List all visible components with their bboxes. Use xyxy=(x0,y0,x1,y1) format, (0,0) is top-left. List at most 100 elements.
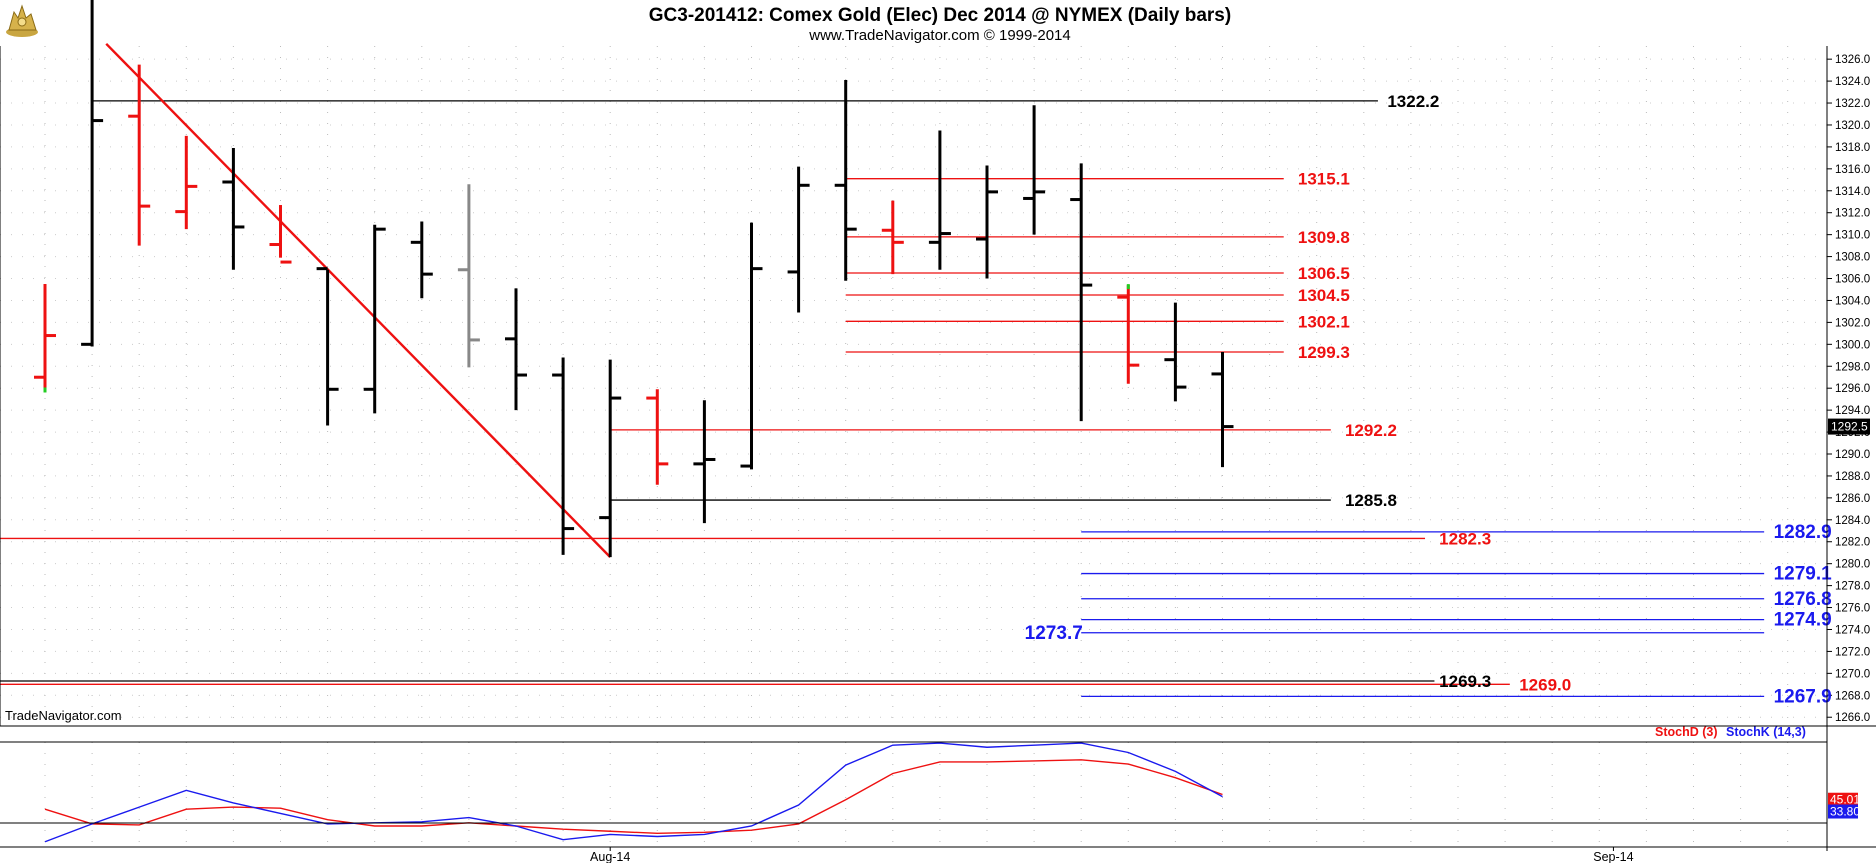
ohlc-bar xyxy=(1117,284,1140,384)
level-label-1309.8: 1309.8 xyxy=(1298,228,1350,247)
trendline-segment xyxy=(105,42,612,558)
y-tick-label: 1284.0 xyxy=(1835,515,1870,527)
legend-StochK (14,3): StochK (14,3) xyxy=(1726,725,1806,739)
trendline xyxy=(105,42,612,558)
level-label-1267.9: 1267.9 xyxy=(1774,686,1832,707)
y-tick-label: 1290.0 xyxy=(1835,449,1870,461)
y-tick-label: 1312.0 xyxy=(1835,208,1870,220)
stoch-d-badge xyxy=(1828,792,1858,807)
level-label-1299.3: 1299.3 xyxy=(1298,343,1350,362)
ohlc-bar xyxy=(222,148,245,270)
level-label-1304.5: 1304.5 xyxy=(1298,286,1350,305)
last-price-badge xyxy=(1828,418,1870,435)
ohlc-bar xyxy=(976,165,998,279)
y-tick-label: 1286.0 xyxy=(1835,493,1870,505)
y-tick-label: 1268.0 xyxy=(1835,690,1870,702)
stoch-k-badge xyxy=(1828,804,1858,819)
y-tick-label: 1302.0 xyxy=(1835,317,1870,329)
level-label-1276.8: 1276.8 xyxy=(1774,589,1832,610)
y-tick-label: 1314.0 xyxy=(1835,186,1870,198)
level-label-1285.8: 1285.8 xyxy=(1345,491,1397,510)
x-tick-label: Aug-14 xyxy=(590,850,630,863)
x-tick-label: Sep-14 xyxy=(1593,850,1633,863)
ohlc-bar xyxy=(1023,105,1046,235)
level-label-1306.5: 1306.5 xyxy=(1298,264,1350,283)
y-tick-label: 1310.0 xyxy=(1835,230,1870,242)
level-label-1292.2: 1292.2 xyxy=(1345,421,1397,440)
y-tick-label: 1288.0 xyxy=(1835,471,1870,483)
ohlc-bar xyxy=(269,205,292,264)
stoch-line-StochD (3) xyxy=(44,759,1223,835)
ohlc-bar xyxy=(128,64,151,246)
price-grid xyxy=(0,46,1827,847)
price-levels xyxy=(0,100,1765,698)
watermark: TradeNavigator.com xyxy=(5,708,122,723)
ohlc-bar xyxy=(928,130,951,270)
y-tick-label: 1296.0 xyxy=(1835,383,1870,395)
y-tick-label: 1270.0 xyxy=(1835,668,1870,680)
level-label-1279.1: 1279.1 xyxy=(1774,564,1833,585)
y-tick-label: 1322.0 xyxy=(1835,98,1870,110)
y-tick-label: 1294.0 xyxy=(1835,405,1870,417)
level-label-1269.3: 1269.3 xyxy=(1439,672,1491,691)
stoch-d-value: 45.01 xyxy=(1830,793,1860,807)
level-labels: 1322.2 1315.1 1309.8 1306.5 1304.5 1302.1 1299… xyxy=(1025,92,1832,708)
legend-StochD (3): StochD (3) xyxy=(1655,725,1718,739)
y-tick-label: 1324.0 xyxy=(1835,76,1870,88)
price-panel: 1326.0 1324.0 1322.0 1320.0 1318.0 1316.0 1314… xyxy=(0,0,1870,847)
y-tick-label: 1316.0 xyxy=(1835,164,1870,176)
stochastic-lines xyxy=(44,742,1223,843)
level-label-1315.1: 1315.1 xyxy=(1298,170,1350,189)
level-label-1273.7: 1273.7 xyxy=(1025,623,1083,644)
level-label-1282.3: 1282.3 xyxy=(1439,529,1491,548)
y-tick-label: 1280.0 xyxy=(1835,559,1870,571)
ohlc-bar xyxy=(316,267,339,426)
y-tick-label: 1272.0 xyxy=(1835,646,1870,658)
y-tick-label: 1274.0 xyxy=(1835,624,1870,636)
y-tick-label: 1278.0 xyxy=(1835,581,1870,593)
level-label-1282.9: 1282.9 xyxy=(1774,522,1832,543)
ohlc-bar xyxy=(646,389,669,485)
ohlc-bar xyxy=(34,284,56,393)
date-axis: Aug-14 Sep-14 xyxy=(590,847,1634,863)
stochastic-legend: StochD (3) StochK (14,3) xyxy=(1655,725,1806,739)
trade-navigator-logo-icon xyxy=(6,4,38,37)
y-tick-label: 1300.0 xyxy=(1835,339,1870,351)
header-bar xyxy=(0,0,1876,44)
ohlc-bar xyxy=(881,200,904,275)
ohlc-bar xyxy=(81,0,104,347)
y-tick-label: 1320.0 xyxy=(1835,120,1870,132)
ohlc-bar xyxy=(552,357,575,555)
price-axis: 1326.0 1324.0 1322.0 1320.0 1318.0 1316.0 1314… xyxy=(1827,54,1870,724)
ohlc-bar xyxy=(457,184,480,368)
y-tick-label: 1308.0 xyxy=(1835,252,1870,264)
y-tick-label: 1326.0 xyxy=(1835,54,1870,66)
chart-subtitle: www.TradeNavigator.com © 1999-2014 xyxy=(808,27,1070,44)
y-tick-label: 1282.0 xyxy=(1835,537,1870,549)
chart-title: GC3-201412: Comex Gold (Elec) Dec 2014 @… xyxy=(649,5,1231,26)
y-tick-label: 1318.0 xyxy=(1835,142,1870,154)
stoch-k-value: 33.80 xyxy=(1830,805,1860,819)
y-tick-label: 1266.0 xyxy=(1835,712,1870,724)
ohlc-bar xyxy=(740,222,763,470)
last-price-label: 1292.5 xyxy=(1831,420,1868,434)
ohlc-bar xyxy=(505,288,527,411)
ohlc-bar xyxy=(410,221,433,299)
ohlc-bar xyxy=(599,359,622,558)
ohlc-bar xyxy=(693,400,716,524)
ohlc-bar xyxy=(1164,302,1187,402)
ohlc-bar xyxy=(175,135,198,230)
level-label-1269.0: 1269.0 xyxy=(1519,675,1571,694)
ohlc-bar xyxy=(1070,163,1093,422)
level-label-1302.1: 1302.1 xyxy=(1298,312,1350,331)
level-label-1274.9: 1274.9 xyxy=(1774,610,1832,631)
ohlc-bar xyxy=(834,80,857,281)
y-tick-label: 1276.0 xyxy=(1835,603,1870,615)
y-tick-label: 1306.0 xyxy=(1835,274,1870,286)
y-tick-label: 1298.0 xyxy=(1835,361,1870,373)
level-label-1322.2: 1322.2 xyxy=(1387,92,1439,111)
ohlc-bar xyxy=(1211,352,1234,468)
